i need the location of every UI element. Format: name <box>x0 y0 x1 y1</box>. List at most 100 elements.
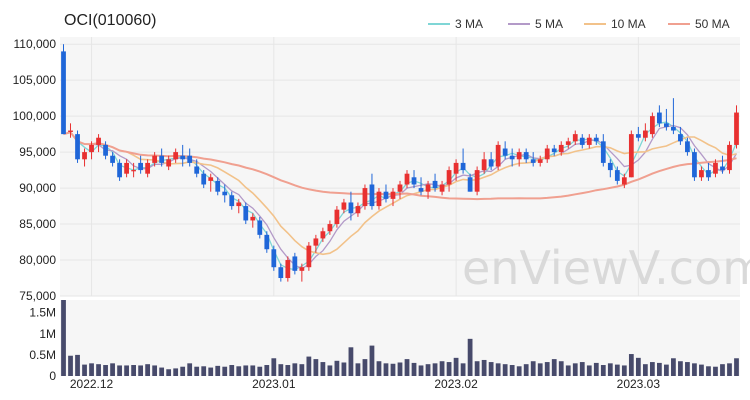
candle-body <box>467 177 473 192</box>
candle-body <box>692 152 697 178</box>
candle <box>334 206 340 228</box>
candle <box>425 180 431 199</box>
candle-body <box>124 162 129 174</box>
candle <box>173 148 179 163</box>
volume-bar <box>446 362 452 376</box>
candle-body <box>369 184 375 207</box>
candle-body <box>390 191 396 199</box>
candle-body <box>453 162 459 174</box>
candle-body <box>68 130 73 132</box>
candle-body <box>727 144 732 171</box>
candle <box>474 166 480 196</box>
price-tick-label: 95,000 <box>19 145 56 159</box>
candle <box>89 141 94 160</box>
volume-bar <box>642 364 648 376</box>
volume-bar <box>292 363 298 376</box>
candle <box>131 162 136 178</box>
volume-bar <box>187 363 193 376</box>
candle <box>383 184 389 203</box>
candle-body <box>138 162 144 171</box>
candle-body <box>699 170 704 178</box>
candle <box>432 173 438 192</box>
price-tick-label: 110,000 <box>14 37 57 51</box>
candle <box>96 134 101 153</box>
volume-bar <box>678 361 683 376</box>
volume-bar <box>425 364 431 376</box>
legend-label: 10 MA <box>611 17 646 31</box>
candle <box>159 148 165 167</box>
candle-body <box>530 159 536 163</box>
candle-body <box>229 195 235 207</box>
candle-body <box>285 260 291 279</box>
candle-body <box>75 134 80 160</box>
candle-body <box>82 152 87 160</box>
volume-bar <box>257 366 263 376</box>
candlesticks <box>61 44 739 282</box>
candle-body <box>671 126 676 131</box>
candle-body <box>621 177 627 185</box>
x-tick-label: 2023.02 <box>434 377 478 391</box>
candle-body <box>243 206 249 221</box>
candle-body <box>509 155 515 160</box>
candle-body <box>544 148 550 160</box>
candle <box>509 148 515 167</box>
candle <box>530 152 536 167</box>
candle <box>607 159 613 178</box>
candle <box>390 188 396 207</box>
volume-bar <box>656 362 662 376</box>
volume-bars <box>61 300 739 376</box>
price-axis: 75,000 80,000 85,000 90,000 95,000 100,000 105… <box>13 37 57 303</box>
candle-body <box>734 112 739 145</box>
volume-bar <box>75 354 80 376</box>
candle-body <box>61 51 66 135</box>
candle <box>467 173 473 192</box>
volume-bar <box>138 365 144 376</box>
price-tick-label: 80,000 <box>19 253 56 267</box>
candle-body <box>572 134 578 142</box>
candle <box>418 177 424 196</box>
candle <box>565 137 571 149</box>
candle <box>299 263 305 282</box>
candle-body <box>720 166 725 171</box>
candle <box>551 144 557 156</box>
volume-bar <box>82 364 87 376</box>
volume-bar <box>516 366 522 376</box>
candle <box>460 148 466 174</box>
candle-body <box>678 134 683 142</box>
candle-body <box>131 170 136 172</box>
candle-body <box>236 202 242 207</box>
price-tick-label: 85,000 <box>19 217 56 231</box>
volume-bar <box>502 364 508 376</box>
candle-body <box>110 155 115 163</box>
candle-body <box>334 209 340 225</box>
candle-body <box>348 202 354 214</box>
volume-bar <box>397 362 403 376</box>
candle-body <box>474 170 480 192</box>
candle-body <box>614 170 620 181</box>
candle <box>348 191 354 221</box>
volume-bar <box>299 364 305 376</box>
candle <box>600 134 606 167</box>
volume-bar <box>222 366 228 376</box>
candle-body <box>713 162 718 174</box>
volume-bar <box>96 364 101 376</box>
candle-body <box>103 144 108 156</box>
volume-bar <box>341 362 347 376</box>
candle-body <box>685 141 690 153</box>
candle-body <box>299 267 305 271</box>
volume-bar <box>614 364 620 376</box>
candle <box>362 184 368 210</box>
volume-bar <box>306 356 312 376</box>
volume-bar <box>537 363 543 376</box>
volume-bar <box>439 361 445 376</box>
volume-bar <box>159 367 165 376</box>
candle-body <box>306 245 312 268</box>
volume-bar <box>699 364 704 376</box>
candle-body <box>502 148 508 156</box>
candle <box>495 141 501 171</box>
candle-body <box>117 162 122 178</box>
candle-body <box>664 123 669 127</box>
volume-bar <box>264 365 270 376</box>
volume-bar <box>411 362 417 376</box>
